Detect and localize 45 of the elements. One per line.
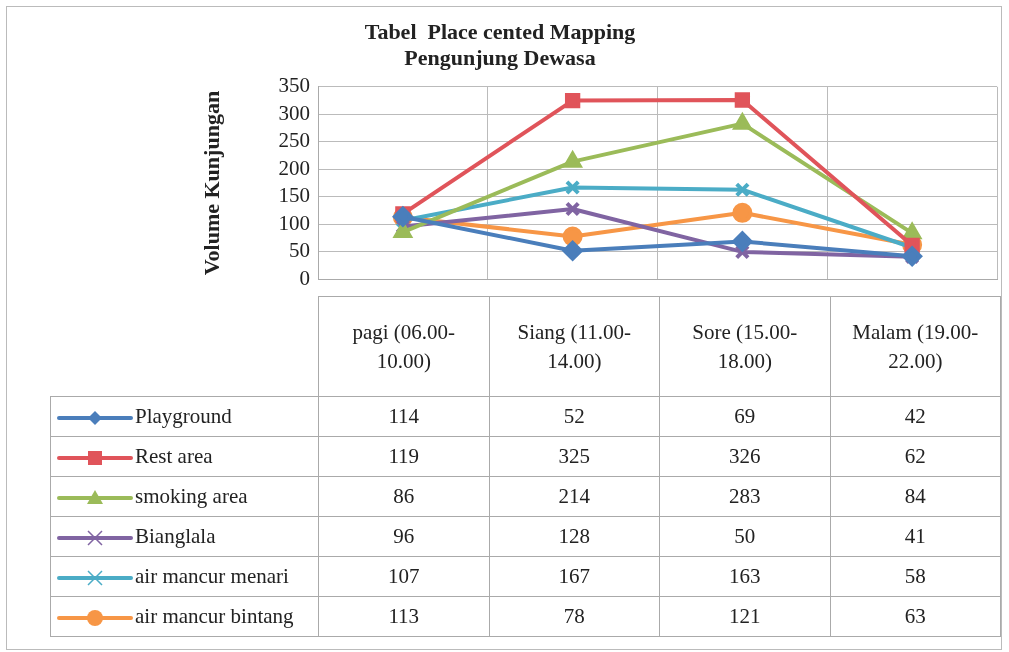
data-label: 52 (489, 396, 660, 437)
data-label: 128 (489, 516, 660, 557)
data-label: 58 (830, 556, 1001, 597)
legend-label: Rest area (135, 444, 213, 468)
data-label: 283 (659, 476, 830, 517)
y-tick-label: 50 (289, 238, 310, 263)
data-label: 326 (659, 436, 830, 477)
data-label: 167 (489, 556, 660, 597)
data-label: 107 (318, 556, 489, 597)
data-label: 96 (318, 516, 489, 557)
x-tick-label: Sore (15.00-18.00) (659, 296, 830, 397)
data-label: 69 (659, 396, 830, 437)
data-label: 41 (830, 516, 1001, 557)
data-label: 113 (318, 596, 489, 637)
data-label: 119 (318, 436, 489, 477)
data-label: 50 (659, 516, 830, 557)
data-label: 163 (659, 556, 830, 597)
y-tick-label: 250 (278, 128, 310, 153)
y-tick-label: 350 (278, 73, 310, 98)
y-tick-label: 0 (299, 265, 310, 290)
x-tick-label: Malam (19.00-22.00) (830, 296, 1001, 397)
y-tick-label: 200 (278, 155, 310, 180)
legend-label: Playground (135, 404, 232, 428)
data-label: 78 (489, 596, 660, 637)
data-label: 114 (318, 396, 489, 437)
text: Pengunjung Dewasa (404, 45, 596, 71)
legend-label: air mancur menari (135, 564, 289, 588)
y-tick-label: 300 (278, 100, 310, 125)
legend-label: air mancur bintang (135, 604, 294, 628)
x-tick-label: Siang (11.00-14.00) (489, 296, 660, 397)
x-tick-label: pagi (06.00-10.00) (318, 296, 489, 397)
legend-label: smoking area (135, 484, 248, 508)
data-label: 214 (489, 476, 660, 517)
text: Tabel Place cented Mapping (364, 18, 636, 44)
data-label: 121 (659, 596, 830, 637)
legend-label: Bianglala (135, 524, 216, 548)
y-tick-label: 150 (278, 183, 310, 208)
data-label: 42 (830, 396, 1001, 437)
y-axis-title: Volume Kunjungan (198, 90, 224, 276)
data-label: 62 (830, 436, 1001, 477)
y-tick-label: 100 (278, 210, 310, 235)
data-label: 63 (830, 596, 1001, 637)
data-label: 84 (830, 476, 1001, 517)
data-label: 325 (489, 436, 660, 477)
data-label: 86 (318, 476, 489, 517)
